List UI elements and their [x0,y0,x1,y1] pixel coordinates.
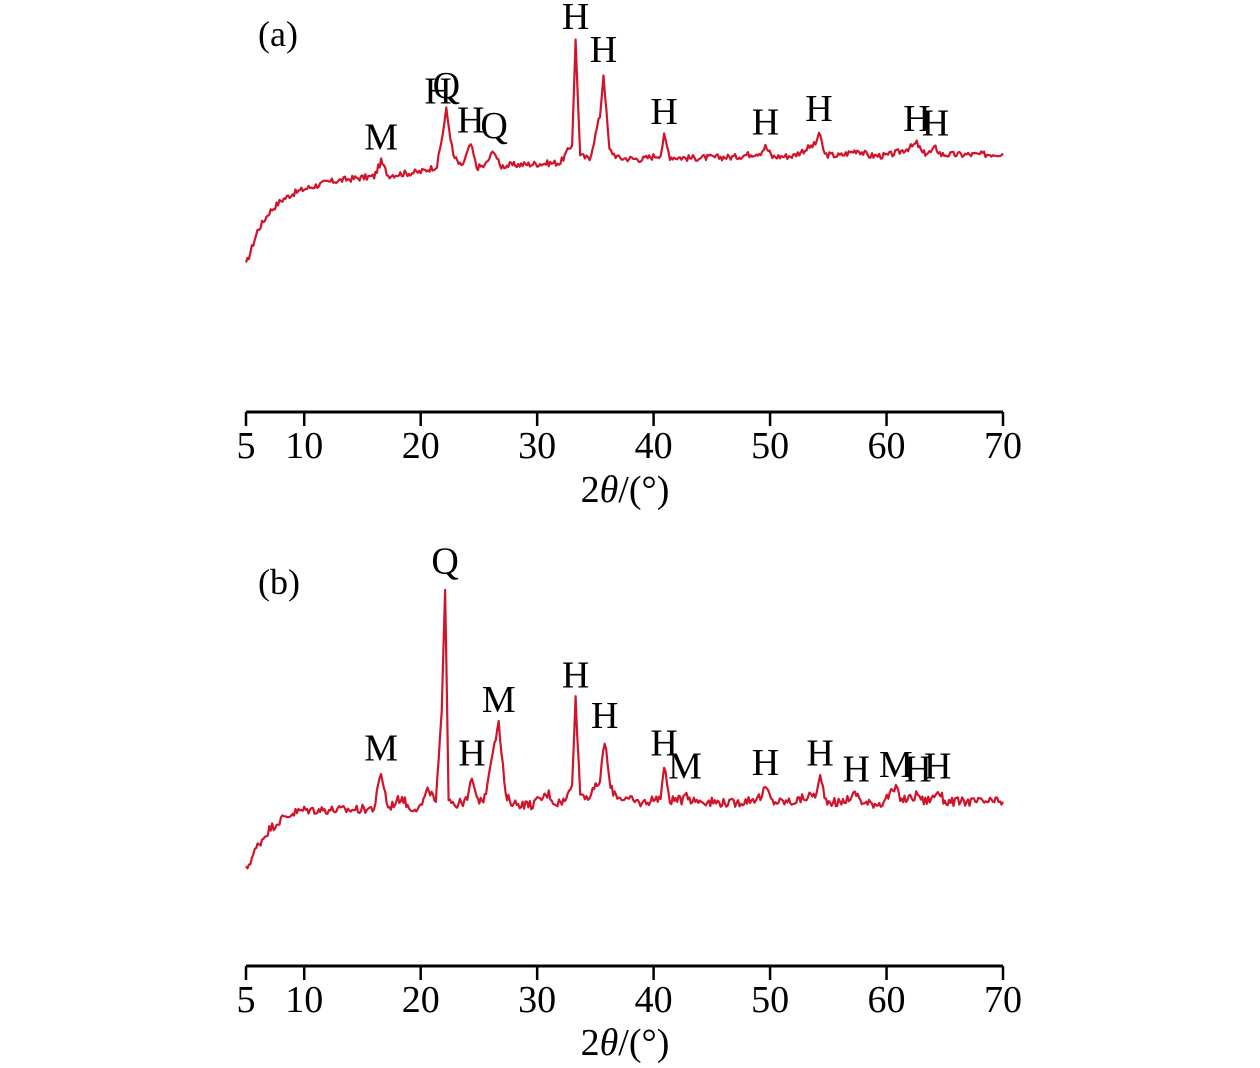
peak-label-b-3: M [482,679,516,721]
x-axis-title-theta-a: θ [600,469,619,511]
peak-label-a-1: H [424,71,451,113]
x-ticks-a: 5 10 20 30 40 50 60 70 [237,412,1022,467]
peak-label-a-8: H [752,102,779,144]
peak-label-a-7: H [650,91,677,133]
series-group-a [244,38,1004,263]
peak-label-b-0: M [364,728,398,770]
x-tick-label-a-40: 40 [635,425,673,467]
peak-label-a-2: Q [433,65,460,107]
x-tick-label-b-30: 30 [518,979,556,1021]
x-tick-label-b-40: 40 [635,979,673,1021]
x-tick-label-b-70: 70 [984,979,1022,1021]
x-tick-label-a-50: 50 [751,425,789,467]
peak-label-a-5: H [562,0,589,38]
peak-label-b-1: Q [431,541,458,583]
x-tick-label-b-5: 5 [237,979,256,1021]
peak-label-b-7: M [668,745,702,787]
x-tick-label-b-60: 60 [868,979,906,1021]
peak-label-b-5: H [591,695,618,737]
peak-label-a-4: Q [480,105,507,147]
x-tick-label-b-10: 10 [285,979,323,1021]
x-axis-title-a: 2θ/(°) [581,469,670,511]
x-axis-title-theta-b: θ [600,1022,619,1064]
x-tick-label-a-10: 10 [285,425,323,467]
x-axis-title-prefix-b: 2 [581,1022,600,1064]
series-group-b [245,588,1004,870]
peak-label-b-4: H [562,654,589,696]
peak-label-b-12: H [904,749,931,791]
x-axis-title-b: 2θ/(°) [581,1022,670,1064]
x-tick-label-a-60: 60 [868,425,906,467]
x-axis-title-suffix-a: /(°) [618,469,669,511]
peak-label-a-11: H [922,103,949,145]
x-ticks-b: 5 10 20 30 40 50 60 70 [237,966,1022,1021]
peak-label-a-6: H [590,29,617,71]
peak-label-b-2: H [458,732,485,774]
xrd-line-b [245,588,1004,870]
x-tick-label-a-70: 70 [984,425,1022,467]
peak-label-b-10: H [843,749,870,791]
peak-label-a-9: H [805,88,832,130]
peak-label-b-8: H [752,742,779,784]
peak-label-a-10: H [903,98,930,140]
peak-label-a-0: M [364,117,398,159]
panel-label-a: (a) [258,14,298,54]
x-axis-title-suffix-b: /(°) [618,1022,669,1064]
x-tick-label-b-20: 20 [402,979,440,1021]
x-axis-title-prefix-a: 2 [581,469,600,511]
peak-label-b-11: M [879,744,913,786]
panel-label-b: (b) [258,562,300,602]
peak-label-b-6: H [650,723,677,765]
x-tick-label-a-30: 30 [518,425,556,467]
x-tick-label-a-5: 5 [237,425,256,467]
x-tick-label-a-20: 20 [402,425,440,467]
peak-label-b-9: H [806,732,833,774]
xrd-line-a [244,38,1004,263]
peak-label-b-13: H [924,745,951,787]
peak-label-a-3: H [457,99,484,141]
x-tick-label-b-50: 50 [751,979,789,1021]
